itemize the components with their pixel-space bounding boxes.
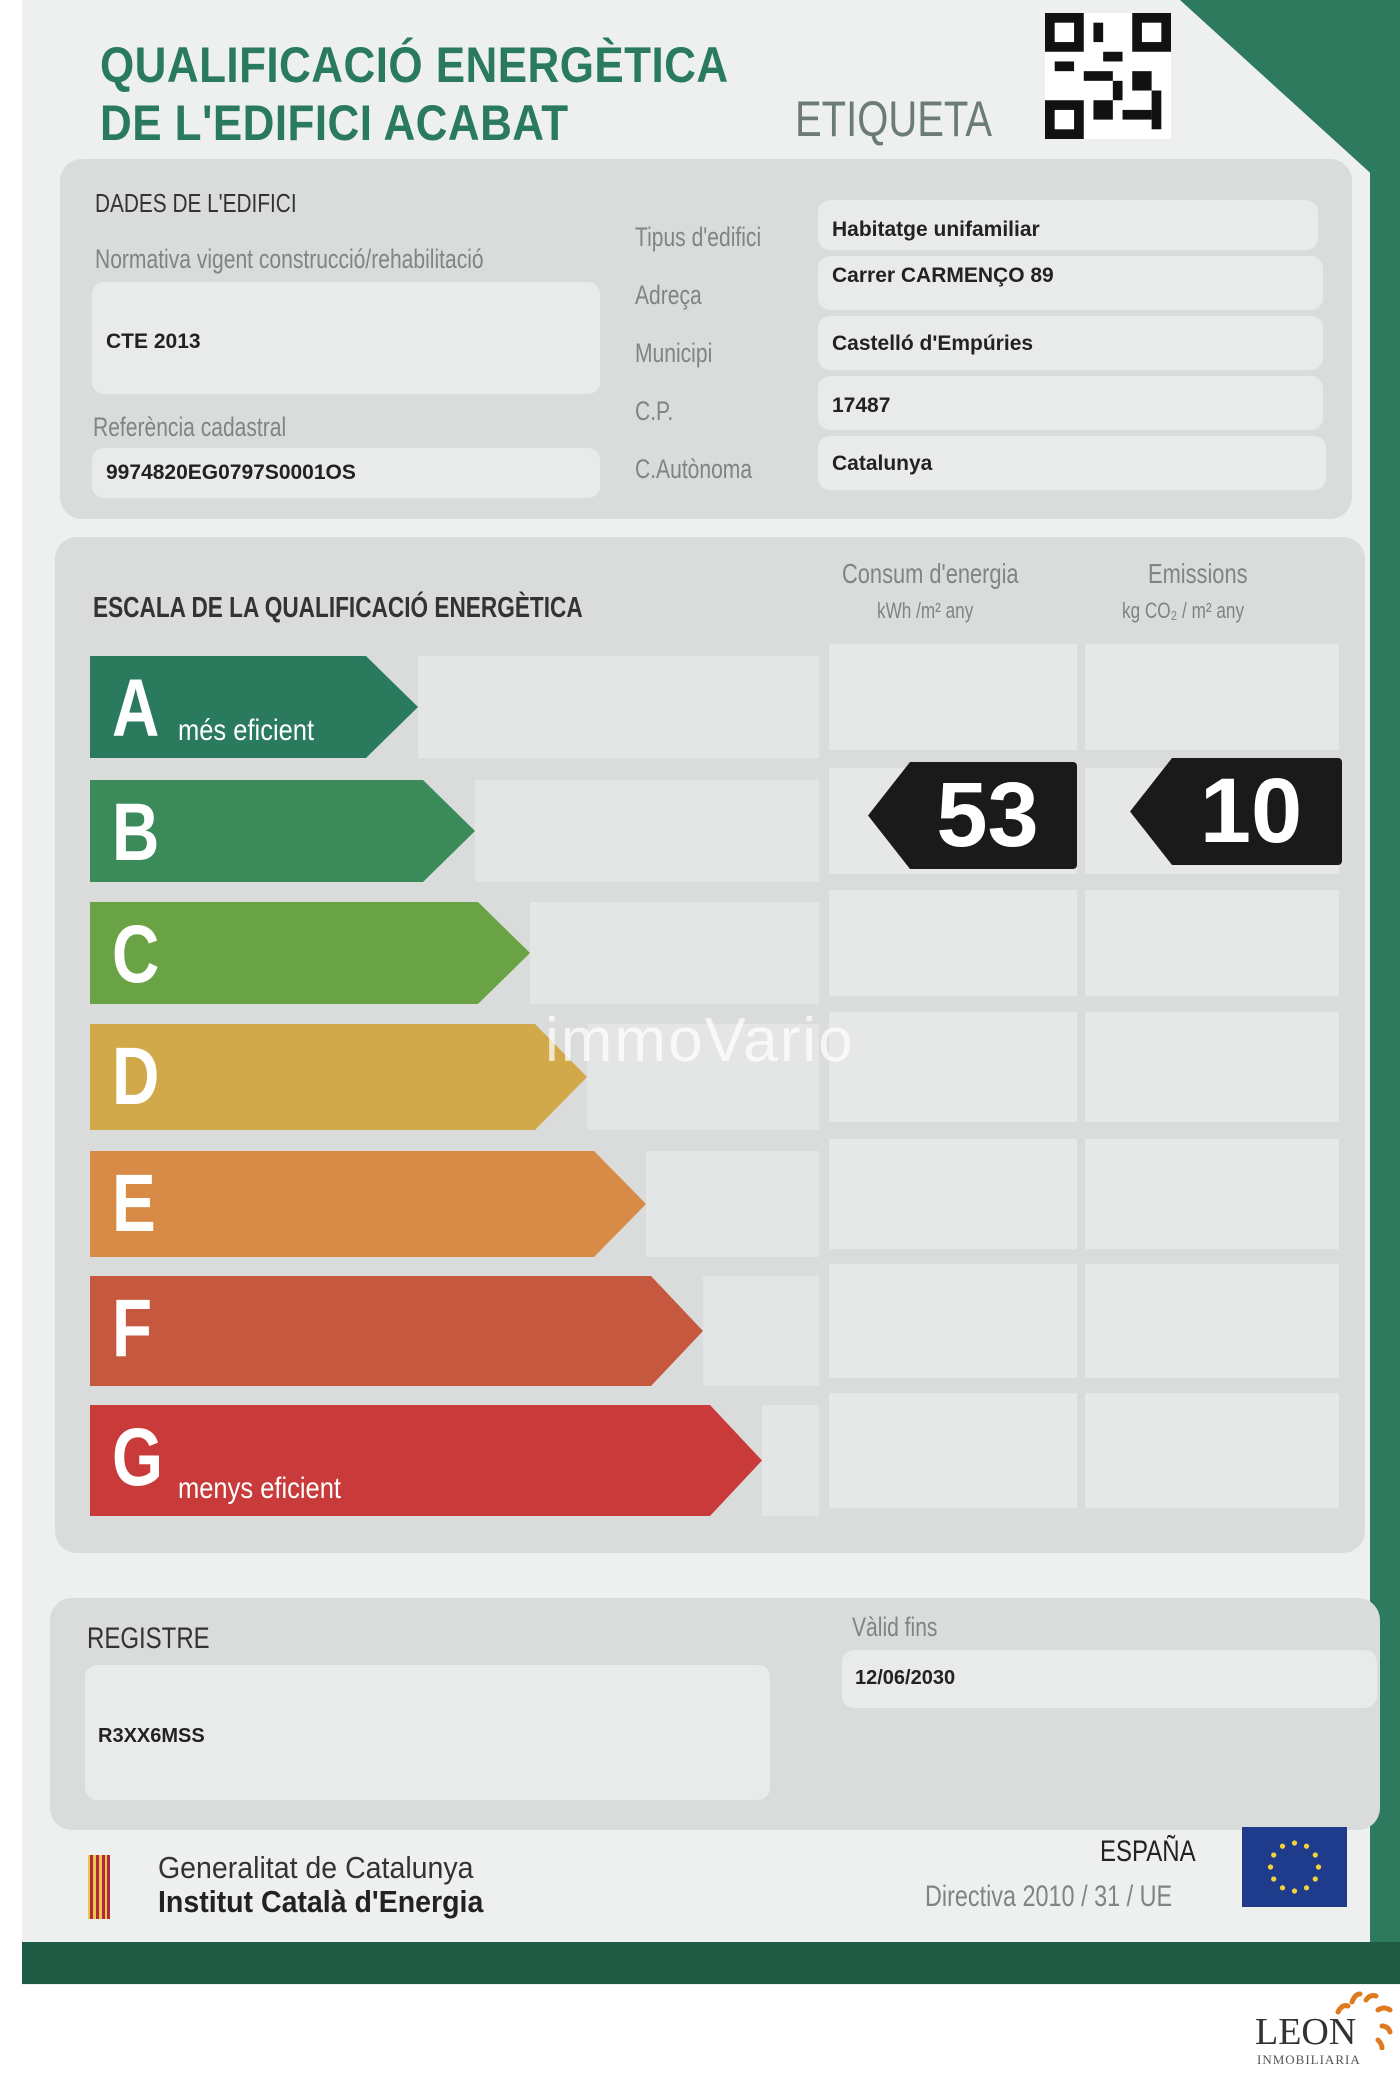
class-letter: B bbox=[112, 787, 160, 878]
emissions-cell bbox=[1085, 1139, 1339, 1249]
row-band bbox=[418, 656, 819, 758]
etiqueta-label: ETIQUETA bbox=[795, 91, 993, 147]
consum-cell bbox=[829, 1393, 1077, 1508]
emissions-unit: kg CO₂ / m² any bbox=[1122, 598, 1245, 623]
consum-rating-badge: 53 bbox=[868, 762, 1077, 869]
row-band bbox=[530, 902, 819, 1004]
country-label: ESPAÑA bbox=[1100, 1835, 1196, 1868]
emissions-cell bbox=[1085, 1393, 1339, 1508]
eu-star bbox=[1303, 1843, 1310, 1849]
class-arrow-d: D bbox=[90, 1024, 587, 1130]
valid-value: 12/06/2030 bbox=[855, 1667, 956, 1689]
field-value-cp: 17487 bbox=[832, 394, 891, 417]
building-section-title: DADES DE L'EDIFICI bbox=[95, 188, 297, 218]
normativa-value: CTE 2013 bbox=[106, 330, 201, 353]
eu-star bbox=[1315, 1864, 1322, 1870]
generalitat-logo-icon bbox=[88, 1855, 110, 1919]
eu-star bbox=[1267, 1864, 1274, 1870]
field-label-autonoma: C.Autònoma bbox=[635, 454, 753, 484]
class-arrow-f: F bbox=[90, 1276, 703, 1386]
directive-label: Directiva 2010 / 31 / UE bbox=[925, 1880, 1173, 1913]
eu-star bbox=[1312, 1876, 1318, 1882]
consum-cell bbox=[829, 890, 1077, 996]
emissions-cell bbox=[1085, 1012, 1339, 1122]
cadastral-value: 9974820EG0797S0001OS bbox=[106, 461, 356, 484]
emissions-cell bbox=[1085, 1264, 1339, 1378]
registry-label: REGISTRE bbox=[87, 1622, 210, 1655]
eu-star bbox=[1271, 1852, 1277, 1858]
consum-cell bbox=[829, 1264, 1077, 1378]
class-arrow-c: C bbox=[90, 902, 530, 1004]
row-band bbox=[475, 780, 819, 882]
eu-star bbox=[1291, 1888, 1298, 1894]
class-letter: D bbox=[112, 1031, 160, 1122]
cadastral-field: 9974820EG0797S0001OS bbox=[92, 448, 600, 498]
field-label-tipus: Tipus d'edifici bbox=[635, 222, 762, 252]
class-letter: E bbox=[112, 1158, 156, 1249]
watermark: immoVario bbox=[545, 1006, 855, 1075]
normativa-field: CTE 2013 bbox=[92, 282, 600, 394]
field-value-autonoma: Catalunya bbox=[832, 452, 933, 475]
field-adreca: Carrer CARMENÇO 89 bbox=[818, 256, 1323, 310]
field-value-tipus: Habitatge unifamiliar bbox=[832, 218, 1040, 241]
class-letter: A bbox=[112, 663, 160, 754]
field-value-municipi: Castelló d'Empúries bbox=[832, 332, 1034, 355]
row-band bbox=[703, 1276, 819, 1386]
title-line2: DE L'EDIFICI ACABAT bbox=[100, 95, 569, 151]
emissions-label: Emissions bbox=[1148, 558, 1248, 589]
leon-logo-icon bbox=[1335, 1991, 1393, 2050]
qr-code-icon bbox=[1045, 13, 1171, 139]
field-tipus: Habitatge unifamiliar bbox=[818, 200, 1318, 250]
eu-star bbox=[1291, 1840, 1298, 1846]
consum-cell bbox=[829, 644, 1077, 750]
row-band bbox=[762, 1405, 819, 1516]
class-letter: F bbox=[112, 1283, 153, 1374]
consum-label: Consum d'energia bbox=[842, 558, 1019, 589]
row-band bbox=[646, 1151, 819, 1257]
eu-star bbox=[1279, 1843, 1286, 1849]
emissions-cell bbox=[1085, 890, 1339, 996]
org-line2: Institut Català d'Energia bbox=[158, 1884, 484, 1919]
scale-section-title: ESCALA DE LA QUALIFICACIÓ ENERGÈTICA bbox=[93, 592, 583, 624]
eu-flag-icon bbox=[1242, 1827, 1347, 1907]
registry-field: R3XX6MSS bbox=[85, 1665, 770, 1800]
consum-unit: kWh /m² any bbox=[877, 598, 974, 623]
eu-star bbox=[1303, 1885, 1310, 1891]
consum-cell bbox=[829, 1139, 1077, 1249]
title-line1: QUALIFICACIÓ ENERGÈTICA bbox=[100, 37, 729, 93]
class-caption: menys eficient bbox=[178, 1472, 341, 1505]
eu-star bbox=[1279, 1885, 1286, 1891]
consum-cell bbox=[829, 1012, 1077, 1122]
normativa-label: Normativa vigent construcció/rehabilitac… bbox=[95, 244, 484, 274]
field-value-adreca: Carrer CARMENÇO 89 bbox=[832, 264, 1054, 287]
row-band bbox=[587, 1024, 819, 1130]
field-autonoma: Catalunya bbox=[818, 436, 1326, 490]
brand-name: LEON bbox=[1255, 2011, 1357, 2053]
field-label-adreca: Adreça bbox=[635, 280, 702, 310]
emissions-cell bbox=[1085, 644, 1339, 750]
class-letter: C bbox=[112, 909, 160, 1000]
field-cp: 17487 bbox=[818, 376, 1323, 430]
field-label-cp: C.P. bbox=[635, 396, 674, 426]
valid-field: 12/06/2030 bbox=[842, 1650, 1377, 1708]
class-caption: més eficient bbox=[178, 714, 315, 747]
org-line1: Generalitat de Catalunya bbox=[158, 1850, 474, 1885]
emissions-rating-badge: 10 bbox=[1130, 758, 1342, 865]
field-municipi: Castelló d'Empúries bbox=[818, 316, 1323, 370]
eu-star bbox=[1271, 1876, 1277, 1882]
eu-star bbox=[1312, 1852, 1318, 1858]
green-border-bottom bbox=[22, 1942, 1400, 1984]
class-arrow-b: B bbox=[90, 780, 475, 882]
class-arrow-e: E bbox=[90, 1151, 646, 1257]
registry-value: R3XX6MSS bbox=[98, 1725, 205, 1747]
cadastral-label: Referència cadastral bbox=[93, 412, 287, 442]
class-letter: G bbox=[112, 1412, 164, 1503]
valid-label: Vàlid fins bbox=[852, 1612, 938, 1642]
field-label-municipi: Municipi bbox=[635, 338, 713, 368]
brand-sub: INMOBILIARIA bbox=[1257, 2052, 1361, 2067]
